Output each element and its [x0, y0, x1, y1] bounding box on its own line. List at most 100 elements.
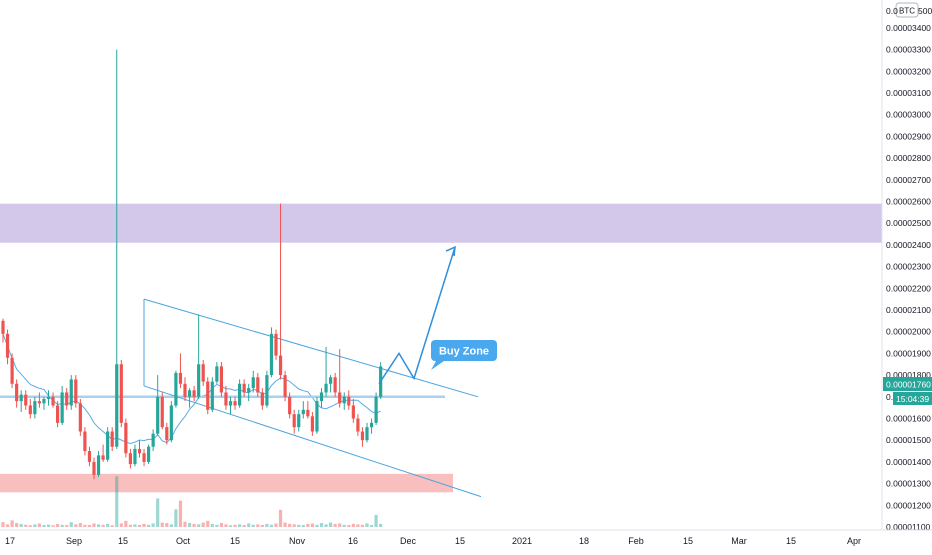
candle-body: [110, 431, 114, 447]
candle-body: [78, 403, 82, 432]
countdown-timer: 15:04:39: [896, 394, 929, 404]
volume-bar: [42, 525, 46, 527]
volume-bar: [124, 520, 128, 527]
volume-bar: [151, 523, 155, 527]
volume-bar: [379, 523, 383, 527]
y-tick-label: 0.00002500: [886, 218, 931, 228]
y-tick-label: 0.00002800: [886, 153, 931, 163]
volume-bar: [142, 523, 146, 527]
y-tick-label: 0.00001400: [886, 457, 931, 467]
resistance-zone[interactable]: [0, 203, 882, 243]
currency-badge-label: BTC: [899, 7, 915, 16]
candle-body: [260, 392, 264, 406]
candle-body: [69, 379, 73, 406]
candle-body: [137, 448, 142, 454]
currency-badge[interactable]: BTC: [895, 2, 919, 18]
volume-bar: [215, 524, 219, 527]
candle-body: [265, 375, 269, 406]
x-tick-label: Dec: [400, 536, 417, 546]
volume-bar: [242, 525, 246, 527]
candles-layer: [1, 49, 383, 480]
candle-body: [33, 401, 37, 415]
candle-body: [224, 392, 228, 406]
y-tick-label: 0.00002700: [886, 175, 931, 185]
candle-body: [133, 448, 137, 465]
volume-bar: [178, 500, 183, 527]
volume-bar: [87, 525, 92, 527]
candle-body: [19, 394, 23, 402]
volume-bar: [233, 524, 237, 527]
volume-bar: [342, 524, 346, 527]
volume-bar: [210, 523, 214, 527]
last-price-badge: 0.00001760 15:04:39: [883, 377, 932, 405]
candle-body: [324, 383, 328, 393]
support-zone[interactable]: [0, 473, 453, 493]
x-axis[interactable]: 17 Sep 15 Oct 15 Nov 16 Dec 15 2021 18 Feb 15 Mar 15 Ap…: [0, 529, 932, 546]
y-axis[interactable]: 0.00001100 0.00001200 0.00001300 0.00001400…: [881, 0, 931, 532]
candle-body: [301, 409, 305, 415]
volume-bar: [1, 522, 5, 527]
volume-bar: [306, 523, 310, 527]
volume-bar: [69, 522, 73, 527]
candle-body: [269, 333, 274, 376]
candle-body: [42, 398, 46, 404]
candle-body: [319, 392, 324, 402]
candle-body: [24, 394, 28, 406]
y-tick-label: 0.00002100: [886, 305, 931, 315]
candle-body: [174, 372, 178, 406]
x-tick-label: 15: [118, 536, 128, 546]
x-tick-label: Feb: [628, 536, 644, 546]
candle-body: [347, 396, 351, 406]
volume-bar: [174, 509, 178, 527]
y-tick-label: 0.00002900: [886, 131, 931, 141]
candle-body: [83, 431, 87, 452]
volume-bar: [169, 524, 173, 527]
y-tick-label: 0.00002300: [886, 262, 931, 272]
volume-bar: [201, 522, 205, 527]
candle-body: [215, 366, 219, 382]
candle-body: [201, 364, 205, 382]
volume-bar: [238, 524, 242, 527]
volume-bar: [265, 523, 269, 527]
candle-body: [28, 405, 32, 415]
volume-layer: [1, 476, 383, 527]
volume-bar: [329, 522, 333, 527]
candle-body: [351, 405, 355, 419]
currency-badge-box: [895, 2, 919, 18]
volume-bar: [301, 525, 305, 527]
buy-zone-callout[interactable]: Buy Zone: [431, 340, 497, 370]
candle-body: [51, 396, 55, 406]
volume-bar: [256, 524, 260, 527]
candle-body: [288, 396, 292, 415]
candle-body: [37, 401, 41, 404]
candle-body: [92, 461, 96, 475]
candle-body: [338, 392, 342, 404]
volume-bar: [78, 523, 82, 527]
volume-bar: [83, 524, 87, 527]
x-tick-label: 2021: [512, 536, 532, 546]
candle-body: [96, 455, 101, 475]
candle-body: [178, 372, 183, 384]
arrow-head-icon: [445, 245, 456, 257]
volume-bar: [338, 523, 342, 527]
candle-body: [283, 375, 287, 397]
candle-body: [115, 364, 119, 447]
channel-upper-line[interactable]: [143, 298, 479, 398]
candle-body: [1, 320, 5, 334]
candle-body: [15, 383, 19, 402]
candle-body: [101, 455, 105, 460]
candle-body: [142, 453, 146, 462]
volume-bar: [165, 523, 169, 527]
candle-body: [106, 431, 110, 460]
y-tick-label: 0.00002600: [886, 197, 931, 207]
volume-bar: [60, 524, 64, 527]
channel-lower-line[interactable]: [143, 385, 482, 498]
volume-bar: [324, 524, 328, 527]
candle-body: [124, 422, 128, 454]
y-tick-label: 0.00001800: [886, 370, 931, 380]
x-tick-label: 15: [786, 536, 796, 546]
volume-bar: [356, 524, 360, 527]
projection-path[interactable]: [378, 246, 456, 385]
